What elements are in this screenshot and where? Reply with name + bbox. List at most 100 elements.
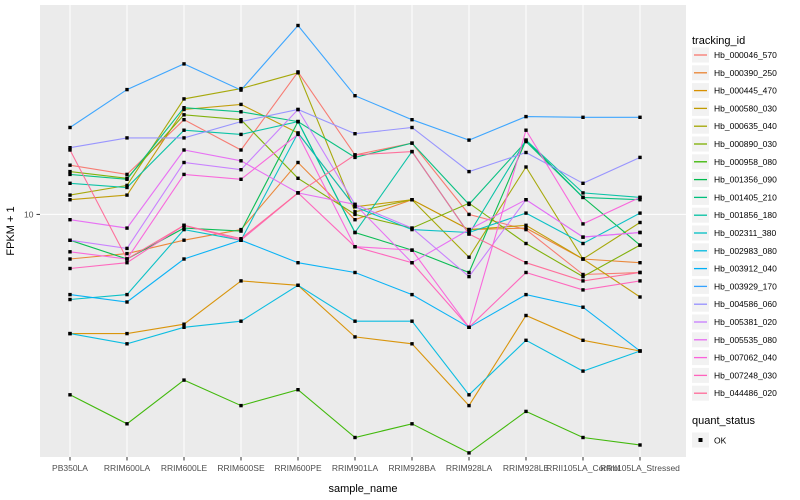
legend-label: Hb_000958_080 xyxy=(714,157,777,167)
data-point xyxy=(125,226,129,230)
data-point xyxy=(581,369,585,373)
data-point xyxy=(410,149,414,154)
data-point xyxy=(68,125,72,130)
data-point xyxy=(467,274,471,279)
x-tick-label: RRII105LA_Control xyxy=(546,463,620,473)
data-point xyxy=(524,261,528,265)
legend-label: Hb_007248_030 xyxy=(714,370,777,380)
data-point xyxy=(524,211,528,215)
data-point xyxy=(239,319,243,323)
data-point xyxy=(581,257,585,261)
data-point xyxy=(182,136,186,140)
data-point xyxy=(638,295,642,299)
data-point xyxy=(296,23,300,28)
data-point xyxy=(239,403,243,408)
data-point xyxy=(410,292,414,297)
data-point xyxy=(638,230,642,235)
data-point xyxy=(125,136,129,140)
data-point xyxy=(125,300,129,304)
data-point xyxy=(239,237,243,241)
data-point xyxy=(638,155,642,160)
data-point xyxy=(581,191,585,195)
data-point xyxy=(410,319,414,323)
data-point xyxy=(125,342,129,346)
data-point xyxy=(581,115,585,119)
data-point xyxy=(68,148,72,152)
data-point xyxy=(68,393,72,397)
data-point xyxy=(296,132,300,137)
data-point xyxy=(125,183,129,188)
data-point xyxy=(182,322,186,326)
data-point xyxy=(239,279,243,283)
data-point xyxy=(410,141,414,145)
data-point xyxy=(524,241,528,246)
data-point xyxy=(68,297,72,302)
data-point xyxy=(467,232,471,236)
data-point xyxy=(182,257,186,261)
data-point xyxy=(125,422,129,426)
data-point xyxy=(182,160,186,165)
data-point xyxy=(296,388,300,392)
data-point xyxy=(581,222,585,226)
data-point xyxy=(68,218,72,222)
data-point xyxy=(581,288,585,292)
data-point xyxy=(524,338,528,342)
legend-label: Hb_000635_040 xyxy=(714,121,777,131)
data-point xyxy=(467,169,471,174)
data-point xyxy=(239,118,243,122)
x-tick-label: PB350LA xyxy=(52,463,88,473)
quant-status-label: OK xyxy=(714,436,727,446)
data-point xyxy=(125,177,129,181)
y-tick-label: 10 xyxy=(24,209,34,219)
data-point xyxy=(296,176,300,180)
data-point xyxy=(467,325,471,329)
legend-label: Hb_003912_040 xyxy=(714,264,777,274)
data-point xyxy=(467,393,471,397)
data-point xyxy=(353,153,357,157)
data-point xyxy=(182,113,186,117)
data-point xyxy=(125,87,129,92)
data-point xyxy=(638,279,642,283)
data-point xyxy=(353,319,357,323)
data-point xyxy=(353,218,357,222)
legend-label: Hb_004586_060 xyxy=(714,299,777,309)
data-point xyxy=(239,159,243,163)
x-tick-label: RRIM928LA xyxy=(446,463,493,473)
data-point xyxy=(524,313,528,318)
data-point xyxy=(410,261,414,265)
data-point xyxy=(182,227,186,232)
y-axis-title: FPKM + 1 xyxy=(5,206,17,255)
data-point xyxy=(239,102,243,107)
data-point xyxy=(581,435,585,440)
data-point xyxy=(182,148,186,152)
data-point xyxy=(638,220,642,225)
data-point xyxy=(182,62,186,66)
data-point xyxy=(296,119,300,124)
data-point xyxy=(182,106,186,110)
data-point xyxy=(182,223,186,227)
x-tick-label: RRII105LA_Stressed xyxy=(600,463,680,473)
data-point xyxy=(239,229,243,233)
data-point xyxy=(68,198,72,202)
data-point xyxy=(581,235,585,239)
data-point xyxy=(182,172,186,177)
data-point xyxy=(182,118,186,122)
data-point xyxy=(125,185,129,190)
data-point xyxy=(581,279,585,283)
data-point xyxy=(524,409,528,414)
data-point xyxy=(467,403,471,408)
quant-status-marker xyxy=(698,438,703,442)
data-point xyxy=(581,338,585,342)
data-point xyxy=(410,422,414,426)
data-point xyxy=(353,270,357,275)
data-point xyxy=(638,349,642,353)
data-point xyxy=(638,211,642,215)
data-point xyxy=(524,150,528,155)
data-point xyxy=(68,163,72,167)
legend-label: Hb_044486_020 xyxy=(714,388,777,398)
data-point xyxy=(125,292,129,297)
x-tick-label: RRIM600LA xyxy=(104,463,151,473)
data-point xyxy=(296,261,300,265)
data-point xyxy=(68,169,72,174)
